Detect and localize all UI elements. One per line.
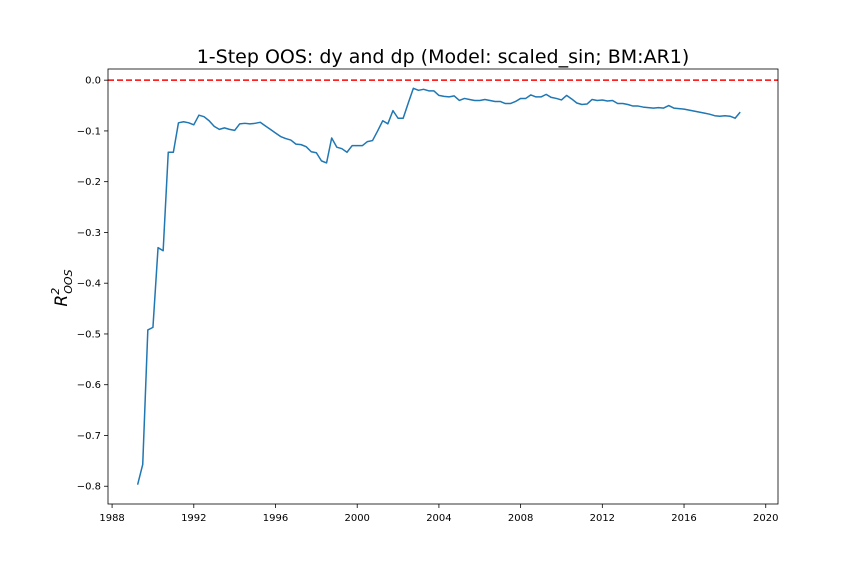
x-tick-label: 2016 [671,513,696,524]
y-tick-label: −0.2 [77,177,101,188]
x-tick-label: 2020 [753,513,778,524]
y-axis-label-superscript: 2 [49,288,62,295]
y-tick-label: −0.6 [77,380,101,391]
y-tick-label: −0.8 [77,482,101,493]
x-tick-label: 2012 [590,513,615,524]
y-axis-label-subscript: OOS [62,269,75,293]
x-tick-label: 2000 [344,513,369,524]
y-tick-label: −0.3 [77,228,101,239]
x-tick-label: 2008 [508,513,533,524]
x-tick-label: 1988 [99,513,124,524]
x-tick-label: 1996 [263,513,288,524]
y-axis-label: R2OOS [49,269,75,306]
x-tick-label: 1992 [181,513,206,524]
y-axis-label-main: R [52,295,72,307]
series-line-r2-oos [136,87,741,485]
x-tick-label: 2004 [426,513,451,524]
chart-title: 1-Step OOS: dy and dp (Model: scaled_sin… [197,46,690,68]
x-axis: 1988 1992 1996 2000 2004 2008 2012 2016 2020 [99,504,778,524]
plot-background [108,69,778,504]
y-tick-label: 0.0 [85,76,101,87]
plot-frame [107,68,779,505]
series-group [136,87,741,485]
y-tick-label: −0.4 [77,279,101,290]
y-tick-label: −0.5 [77,329,101,340]
y-tick-label: −0.1 [77,126,101,137]
plot-area [107,68,779,505]
y-tick-label: −0.7 [77,431,101,442]
y-axis: 0.0 −0.1 −0.2 −0.3 −0.4 −0.5 −0.6 −0.7 −0.8 [77,76,108,493]
